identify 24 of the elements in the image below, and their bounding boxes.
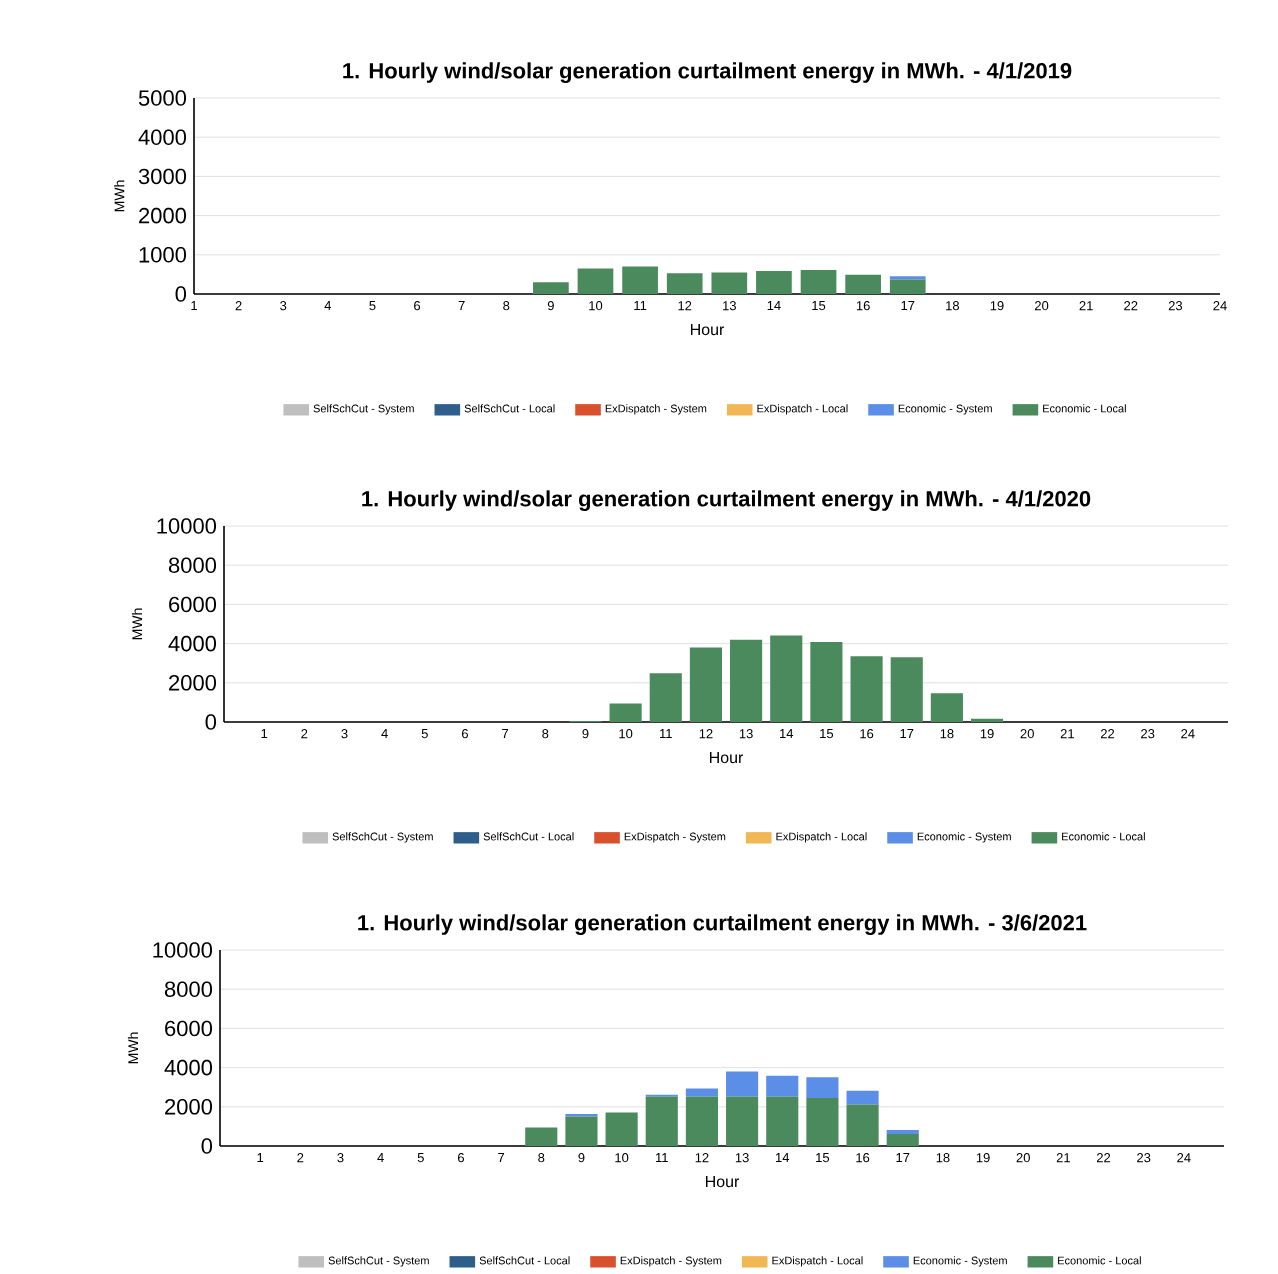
y-tick-label: 0 <box>201 1138 213 1154</box>
y-tick-label: 2000 <box>169 675 217 691</box>
y-tick-label: 0 <box>205 714 217 730</box>
y-tick-label: 8000 <box>164 981 213 998</box>
y-tick-label: 0 <box>175 286 187 302</box>
x-axis-title: Hour <box>705 1176 740 1188</box>
y-tick-label: 5000 <box>138 90 187 106</box>
chart-title: 1. Hourly wind/solar generation curtailment energy in MWh. - 4/1/2020 <box>362 490 1091 511</box>
y-tick-label: 6000 <box>165 1020 213 1037</box>
y-tick-label: 2000 <box>165 1099 213 1115</box>
y-tick-label: 3000 <box>138 168 187 185</box>
y-tick-label: 4000 <box>168 635 217 652</box>
chart-title: 1. Hourly wind/solar generation curtailment energy in MWh. - 4/1/2019 <box>343 62 1072 83</box>
x-axis-title: Hour <box>690 324 725 336</box>
y-tick-label: 10000 <box>157 518 217 534</box>
y-tick-label: 10000 <box>153 942 213 958</box>
chart-title: 1. Hourly wind/solar generation curtailment energy in MWh. - 3/6/2021 <box>358 914 1087 935</box>
y-tick-label: 2000 <box>139 207 187 224</box>
x-axis-title: Hour <box>709 752 744 764</box>
y-tick-label: 1000 <box>139 247 187 263</box>
y-tick-label: 4000 <box>138 129 187 145</box>
y-tick-label: 4000 <box>164 1059 213 1076</box>
y-tick-label: 8000 <box>168 557 217 573</box>
y-tick-label: 6000 <box>169 596 217 613</box>
